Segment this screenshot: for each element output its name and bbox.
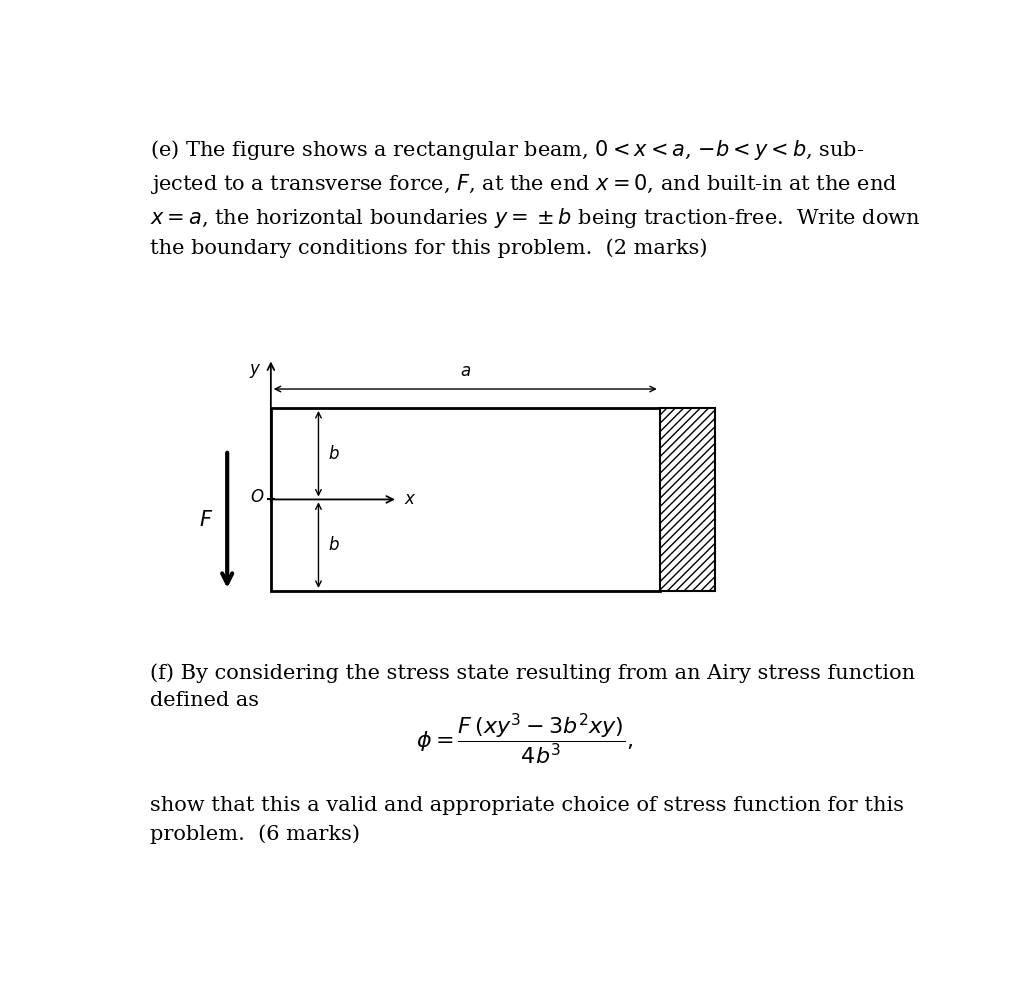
- Text: $a$: $a$: [460, 363, 471, 380]
- Text: $b$: $b$: [328, 536, 340, 554]
- Text: $b$: $b$: [328, 445, 340, 463]
- Text: (e) The figure shows a rectangular beam, $0 < x < a$, $-b < y < b$, sub-
jected : (e) The figure shows a rectangular beam,…: [151, 137, 921, 258]
- Text: $\phi = \dfrac{F\,(xy^3 - 3b^2xy)}{4b^3},$: $\phi = \dfrac{F\,(xy^3 - 3b^2xy)}{4b^3}…: [416, 711, 634, 767]
- Text: (f) By considering the stress state resulting from an Airy stress function
defin: (f) By considering the stress state resu…: [151, 664, 915, 710]
- Text: $y$: $y$: [249, 362, 261, 381]
- Text: $O$: $O$: [250, 490, 264, 506]
- Bar: [270, 408, 659, 590]
- Bar: [659, 408, 716, 590]
- Text: $F$: $F$: [199, 510, 213, 530]
- Text: $x$: $x$: [404, 491, 417, 508]
- Text: show that this a valid and appropriate choice of stress function for this
proble: show that this a valid and appropriate c…: [151, 796, 904, 844]
